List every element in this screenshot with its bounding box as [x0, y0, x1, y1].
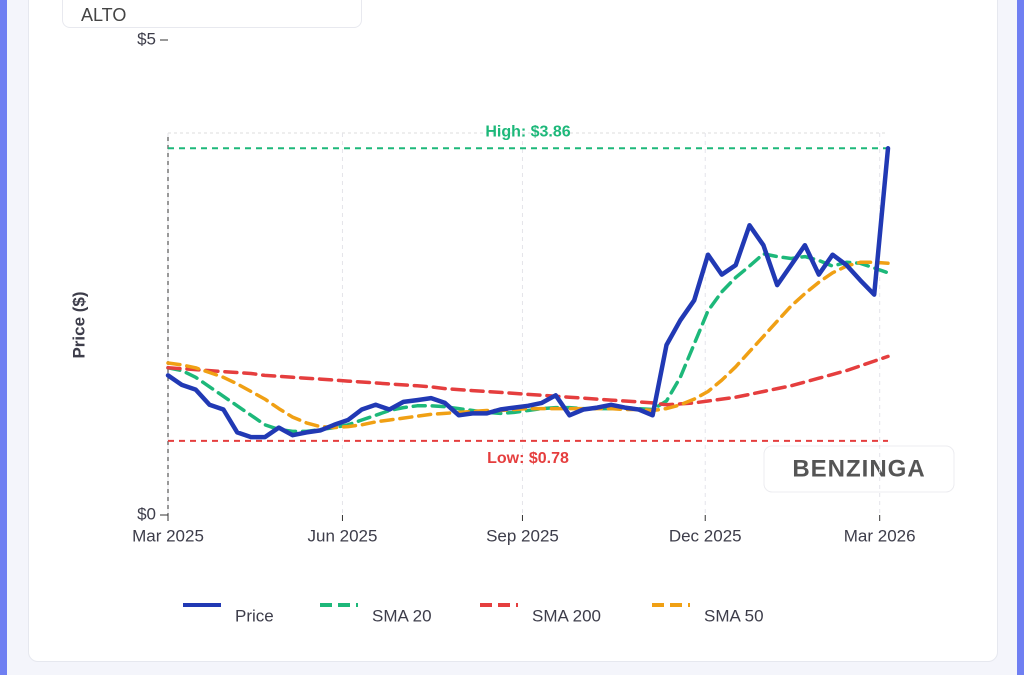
x-tick-label: Dec 2025	[669, 526, 742, 545]
series-line	[165, 146, 891, 440]
legend-label: SMA 50	[704, 606, 764, 625]
ticker-symbol: ALTO	[81, 5, 127, 25]
x-tick-label: Mar 2026	[844, 526, 916, 545]
chart-card	[28, 0, 998, 662]
x-tick-label: Sep 2025	[486, 526, 559, 545]
series-line	[166, 354, 890, 407]
legend-label: SMA 200	[532, 606, 601, 625]
legend-label: SMA 20	[372, 606, 432, 625]
y-axis-label: Price ($)	[69, 291, 88, 358]
x-tick-label: Jun 2025	[307, 526, 377, 545]
reference-label: Low: $0.78	[487, 450, 569, 467]
watermark: BENZINGA	[792, 455, 925, 482]
legend-label: Price	[235, 606, 274, 625]
watermark-box	[763, 445, 955, 493]
ticker-box: ALTO	[62, 0, 362, 28]
x-tick-label: Mar 2025	[132, 526, 204, 545]
frame-edge	[1017, 0, 1024, 675]
frame-edge	[0, 0, 7, 675]
series-line	[166, 260, 890, 430]
reference-label: High: $3.86	[485, 124, 570, 141]
y-tick-label: $0	[137, 504, 156, 523]
y-tick-label: $5	[137, 29, 156, 48]
